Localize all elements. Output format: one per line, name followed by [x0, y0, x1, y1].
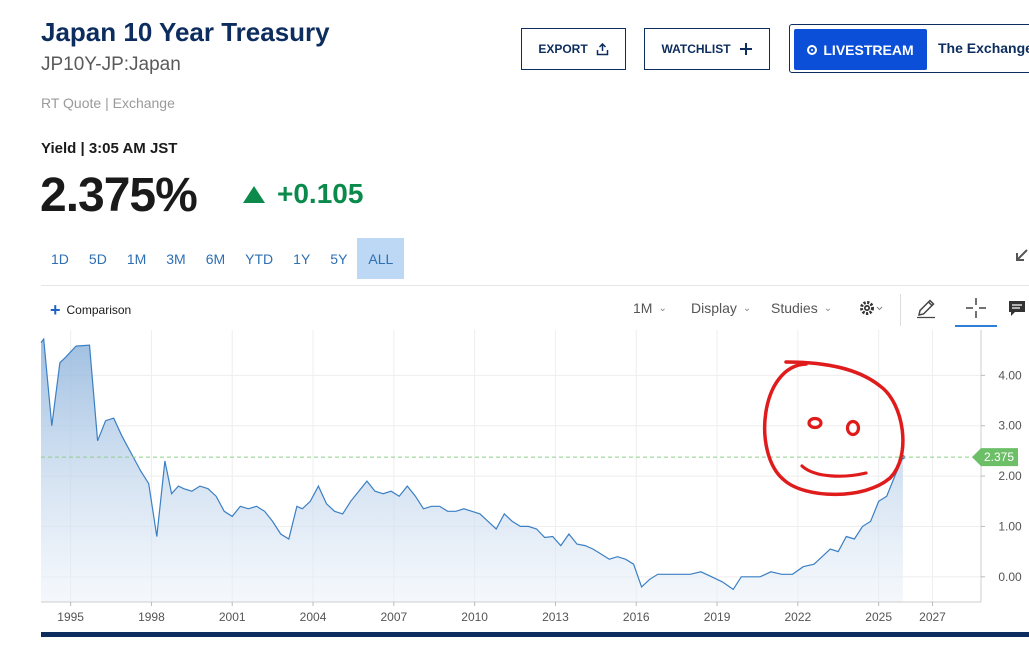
livestream-label: LIVESTREAM: [823, 41, 914, 58]
x-tick-label: 2022: [784, 610, 811, 624]
symbol-label: JP10Y-JP:Japan: [41, 54, 181, 75]
range-tabs: 1D 5D 1M 3M 6M YTD 1Y 5Y ALL: [41, 238, 405, 279]
expand-icon[interactable]: [1014, 248, 1029, 263]
range-tab-5d[interactable]: 5D: [88, 250, 107, 267]
up-arrow-icon: [243, 185, 265, 203]
price-change-value: +0.105: [277, 178, 364, 209]
range-tab-5y[interactable]: 5Y: [330, 250, 348, 267]
range-tab-1m[interactable]: 1M: [126, 250, 147, 267]
x-tick-label: 2004: [300, 610, 327, 624]
range-tab-ytd[interactable]: YTD: [245, 250, 274, 267]
annotation-button[interactable]: [1005, 296, 1029, 320]
livestream-button[interactable]: LIVESTREAM: [794, 29, 927, 70]
chevron-down-icon: ⌄: [823, 302, 833, 314]
x-tick-label: 2001: [219, 610, 246, 624]
active-tool-indicator: [955, 325, 997, 327]
plus-icon: [739, 43, 752, 55]
y-tick-label: 4.00: [998, 368, 1022, 382]
studies-label: Studies: [771, 300, 818, 316]
plus-icon: +: [50, 300, 61, 320]
last-price-marker: 2.375: [41, 448, 1018, 467]
watchlist-button[interactable]: WATCHLIST: [644, 28, 770, 70]
price-change: +0.105: [243, 178, 363, 210]
x-tick-label: 2016: [623, 610, 650, 624]
livestream-show-link[interactable]: The Exchange: [938, 40, 1029, 56]
export-button[interactable]: EXPORT: [521, 28, 626, 70]
settings-button[interactable]: [855, 296, 887, 320]
y-axis-labels: 4.00 3.00 2.00 1.00 0.00: [981, 368, 1022, 584]
comment-icon: [1009, 301, 1025, 316]
page-title: Japan 10 Year Treasury: [41, 17, 330, 47]
display-dropdown[interactable]: Display ⌄: [691, 300, 751, 316]
range-tab-3m[interactable]: 3M: [166, 250, 186, 267]
toolbar-divider: [900, 294, 901, 326]
y-tick-label: 1.00: [998, 519, 1022, 533]
range-tab-1y[interactable]: 1Y: [293, 250, 311, 267]
x-axis-labels: 1995 1998 2001 2004 2007 2010 2013 2016 2019 2022…: [57, 602, 946, 624]
interval-dropdown[interactable]: 1M ⌄: [633, 300, 667, 316]
gear-icon: [860, 301, 883, 315]
chevron-down-icon: ⌄: [658, 302, 667, 314]
x-tick-label: 2025: [865, 610, 892, 624]
watchlist-label: WATCHLIST: [661, 42, 731, 56]
range-tab-all[interactable]: ALL: [357, 238, 405, 279]
range-tab-1d[interactable]: 1D: [51, 250, 69, 267]
x-tick-label: 2010: [461, 610, 488, 624]
y-tick-label: 3.00: [998, 419, 1022, 433]
share-icon: [596, 42, 608, 55]
interval-label: 1M: [633, 300, 653, 316]
series-line: [40, 337, 904, 591]
comparison-button[interactable]: + Comparison: [50, 300, 132, 320]
chevron-down-icon: ⌄: [742, 302, 752, 314]
yield-time-label: Yield | 3:05 AM JST: [41, 140, 178, 157]
y-tick-label: 2.00: [998, 469, 1022, 483]
crosshair-button[interactable]: [964, 296, 988, 320]
live-dot-icon: [807, 44, 818, 55]
bottom-bar: [41, 632, 1029, 637]
x-tick-label: 2013: [542, 610, 569, 624]
livestream-container: [789, 24, 1029, 73]
crosshair-icon: [966, 298, 986, 318]
divider: [41, 285, 1029, 286]
display-label: Display: [691, 300, 737, 316]
series-area: [41, 339, 903, 602]
last-value-label: 2.375: [984, 450, 1014, 464]
smiley-face-annotation: [762, 360, 905, 497]
range-tab-6m[interactable]: 6M: [205, 250, 226, 267]
export-label: EXPORT: [538, 42, 588, 56]
price-value: 2.375%: [40, 169, 198, 222]
quote-source-label: RT Quote | Exchange: [41, 95, 175, 111]
x-tick-label: 1995: [57, 610, 84, 624]
x-tick-label: 1998: [138, 610, 165, 624]
studies-dropdown[interactable]: Studies ⌄: [771, 300, 832, 316]
pencil-icon: [917, 299, 935, 319]
y-tick-label: 0.00: [998, 570, 1022, 584]
comparison-label: Comparison: [66, 303, 132, 317]
draw-button[interactable]: [914, 296, 938, 320]
last-value-tag: [972, 448, 1018, 467]
x-tick-label: 2007: [380, 610, 407, 624]
x-tick-label: 2027: [919, 610, 946, 624]
x-tick-label: 2019: [704, 610, 731, 624]
